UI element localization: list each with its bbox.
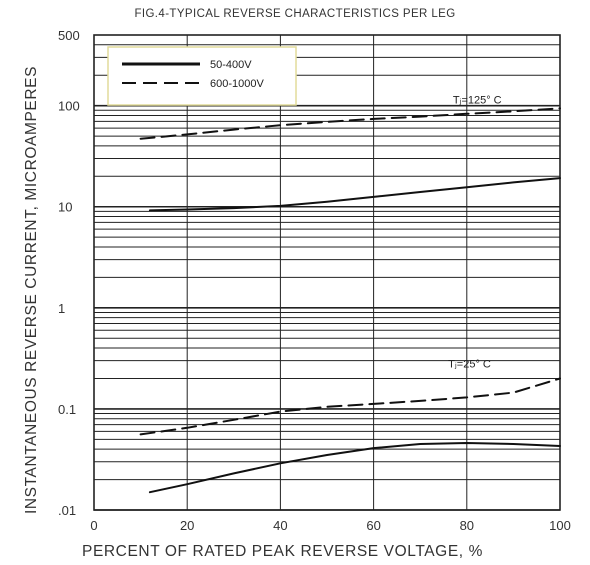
series-line-1	[139, 107, 561, 140]
x-tick-label: 0	[90, 518, 97, 533]
series-line-3	[139, 377, 561, 436]
y-tick-label: 0.1	[58, 402, 76, 417]
x-tick-labels: 0 20 40 60 80 100	[90, 518, 570, 533]
y-tick-labels: 500 100 10 1 0.1 .01	[58, 28, 80, 518]
series-line-0	[148, 177, 561, 212]
temperature-label: Tⱼ=25° C	[448, 359, 491, 371]
x-tick-label: 20	[180, 518, 194, 533]
grid	[93, 34, 561, 511]
legend-label: 600-1000V	[210, 78, 264, 90]
annotations: Tⱼ=125° C Tⱼ=25° C	[448, 95, 502, 371]
plot-border	[93, 34, 561, 511]
x-tick-label: 80	[460, 518, 474, 533]
x-tick-label: 100	[549, 518, 571, 533]
y-tick-label: 100	[58, 99, 80, 114]
x-tick-label: 60	[366, 518, 380, 533]
plot-frame	[93, 34, 561, 511]
y-tick-label: 1	[58, 301, 65, 316]
legend: 50-400V 600-1000V	[107, 46, 297, 106]
x-tick-label: 40	[273, 518, 287, 533]
legend-box	[107, 46, 297, 106]
y-tick-label: 10	[58, 200, 72, 215]
temperature-label: Tⱼ=125° C	[453, 95, 502, 107]
y-tick-label: .01	[58, 503, 76, 518]
legend-label: 50-400V	[210, 59, 252, 71]
x-axis-label: PERCENT OF RATED PEAK REVERSE VOLTAGE, %	[82, 543, 483, 560]
series-line-2	[148, 442, 561, 494]
y-tick-label: 500	[58, 28, 80, 43]
series-group	[139, 107, 561, 494]
chart-title: FIG.4-TYPICAL REVERSE CHARACTERISTICS PE…	[134, 8, 456, 20]
